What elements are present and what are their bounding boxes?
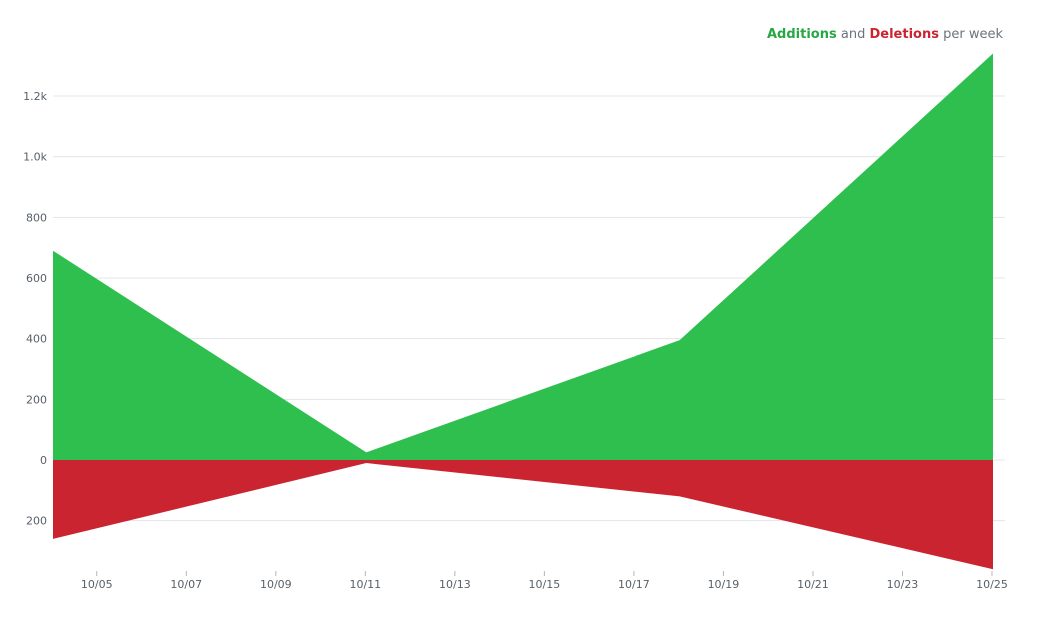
chart-legend: Additions and Deletions per week bbox=[767, 27, 1003, 42]
y-tick-label: 200 bbox=[26, 393, 47, 406]
y-tick-label: 1.2k bbox=[23, 90, 47, 103]
x-tick-label: 10/13 bbox=[439, 578, 471, 591]
y-tick-label: 200 bbox=[26, 515, 47, 528]
x-tick-label: 10/19 bbox=[708, 578, 740, 591]
y-tick-label: 400 bbox=[26, 333, 47, 346]
x-tick-label: 10/09 bbox=[260, 578, 292, 591]
x-tick-label: 10/07 bbox=[170, 578, 202, 591]
legend-suffix-label: per week bbox=[943, 27, 1003, 42]
legend-connector-label: and bbox=[840, 27, 866, 42]
additions-area bbox=[53, 53, 993, 461]
x-axis: 10/05 10/07 10/09 10/11 10/13 10/15 10/17 10/19… bbox=[81, 571, 1008, 591]
area-series bbox=[53, 53, 993, 570]
deletions-area bbox=[53, 460, 993, 570]
x-tick-label: 10/21 bbox=[797, 578, 829, 591]
y-tick-label: 600 bbox=[26, 272, 47, 285]
y-tick-label: 0 bbox=[40, 454, 47, 467]
x-tick-label: 10/11 bbox=[349, 578, 381, 591]
x-tick-label: 10/25 bbox=[976, 578, 1008, 591]
x-tick-label: 10/05 bbox=[81, 578, 113, 591]
legend-deletions-label: Deletions bbox=[869, 27, 939, 42]
x-tick-label: 10/17 bbox=[618, 578, 650, 591]
x-tick-label: 10/23 bbox=[887, 578, 919, 591]
y-tick-label: 800 bbox=[26, 211, 47, 224]
y-tick-label: 1.0k bbox=[23, 151, 47, 164]
y-axis: 1.2k 1.0k 800 600 400 200 0 200 bbox=[23, 90, 47, 528]
legend-additions-label: Additions bbox=[767, 27, 837, 42]
x-tick-label: 10/15 bbox=[529, 578, 561, 591]
